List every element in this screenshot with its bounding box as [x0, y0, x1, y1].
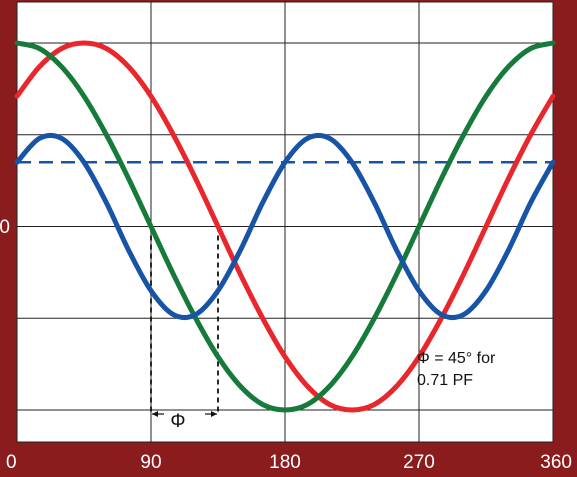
x-tick-label-0: 0 [6, 452, 17, 473]
y-tick-label-zero: 0 [0, 217, 10, 238]
x-tick-label-360: 360 [540, 452, 572, 473]
phase-arrowhead-right [211, 411, 217, 417]
annotation-line-2: 0.71 PF [417, 372, 473, 389]
series-lines [14, 40, 556, 413]
x-tick-label-90: 90 [140, 452, 161, 473]
phase-marker [150, 226, 219, 417]
x-tick-labels: 0 90 180 270 360 [6, 452, 572, 473]
phase-label: Φ [170, 411, 185, 432]
phase-arrowhead-left [152, 411, 158, 417]
annotation-line-1: Φ = 45° for [417, 350, 496, 367]
x-tick-label-270: 270 [403, 452, 435, 473]
current-curve [14, 40, 556, 413]
x-tick-label-180: 180 [269, 452, 301, 473]
power-curve [14, 132, 556, 321]
voltage-curve [14, 40, 556, 413]
